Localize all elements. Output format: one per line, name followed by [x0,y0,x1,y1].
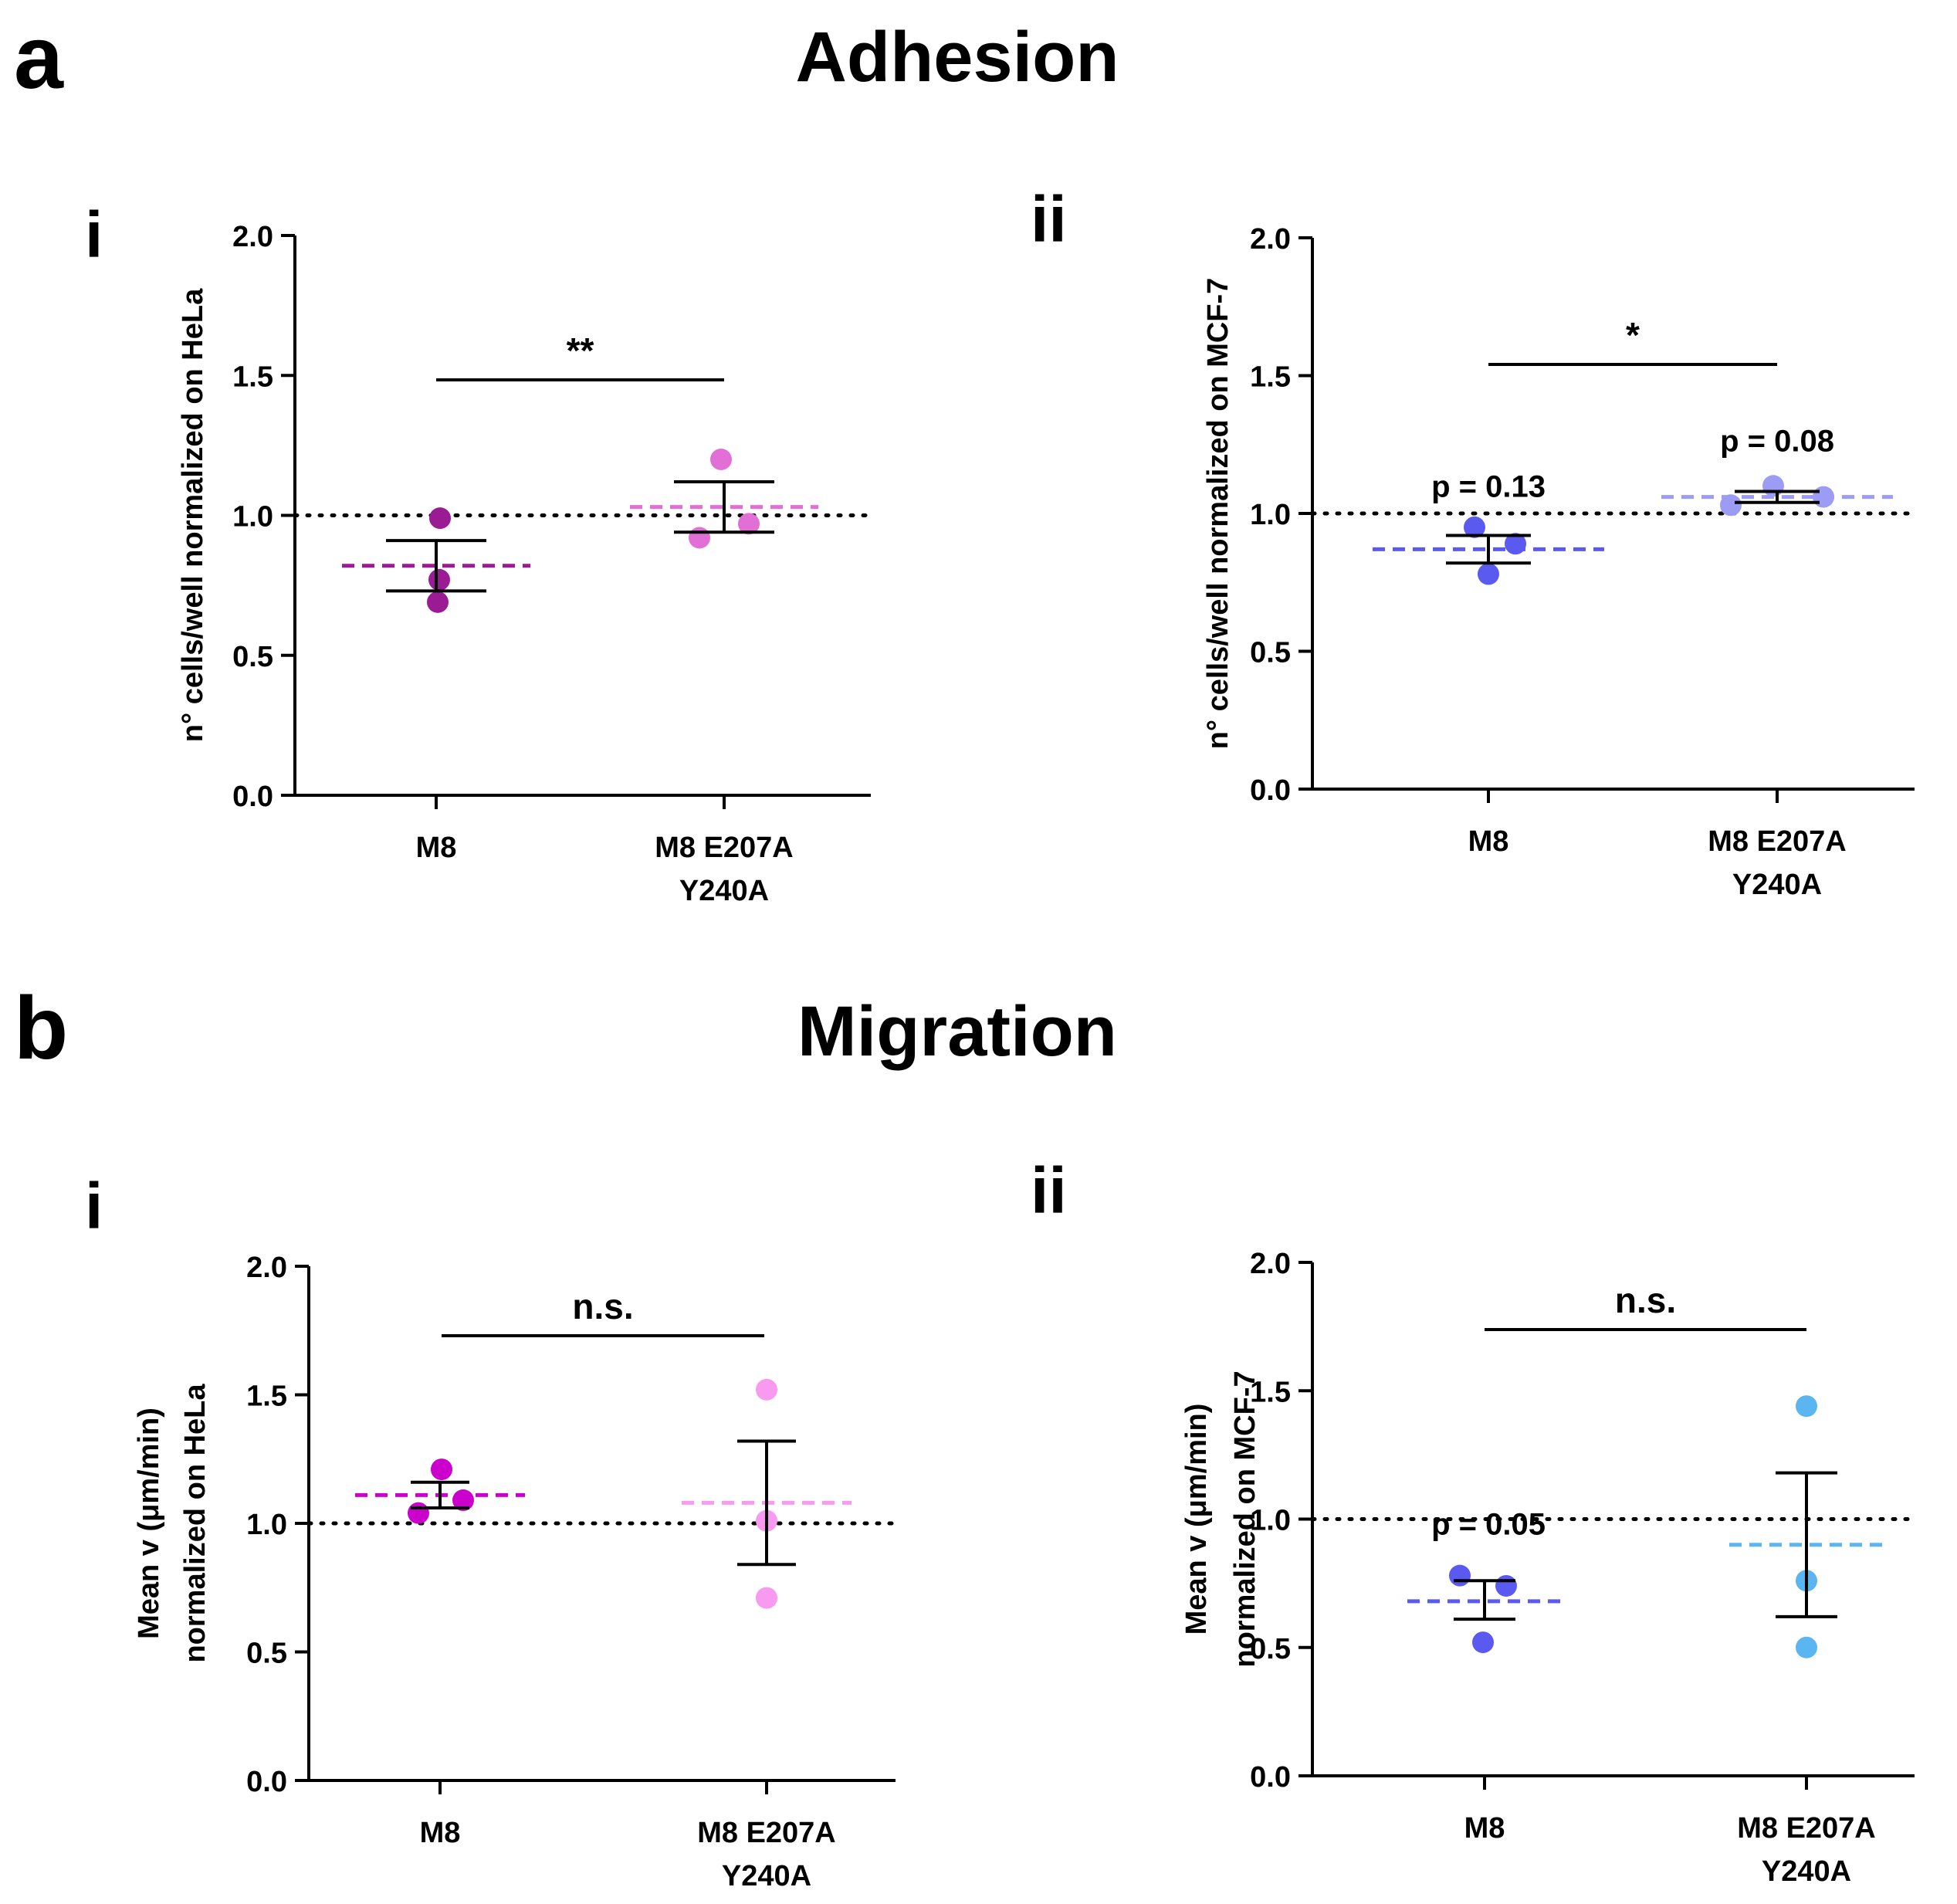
x-tick-label: Y240A [722,1860,811,1892]
y-tick-label: 2.0 [246,1252,287,1284]
y-tick-label: 0.0 [246,1766,287,1798]
y-tick-label: 0.5 [1250,637,1291,669]
data-point [1478,563,1499,585]
data-point [738,513,760,535]
x-tick-label: M8 [420,1817,461,1849]
y-tick-label: 2.0 [1250,223,1291,256]
migration-title: Migration [797,992,1117,1071]
y-axis-label: normalized on HeLa [179,1384,212,1663]
y-tick-label: 1.0 [232,501,273,534]
y-tick-label: 2.0 [232,221,273,253]
data-point [1472,1631,1494,1654]
data-point [1464,516,1485,538]
panel-a-letter: a [14,8,63,107]
significance-label: ** [567,330,594,371]
significance-label: * [1626,315,1640,355]
data-point [1796,1395,1817,1418]
data-point [428,568,450,591]
y-tick-label: 1.0 [1250,499,1291,531]
panel-b-letter: b [14,979,69,1078]
y-axis-label: Mean v (μm/min) [1180,1404,1213,1635]
y-axis-label: normalized on MCF-7 [1229,1370,1261,1667]
subpanel-a-i-letter: i [85,198,103,271]
adhesion-title: Adhesion [795,18,1119,97]
x-tick-label: M8 E207A [655,832,794,864]
subpanel-b-ii-letter: ii [1031,1154,1067,1227]
significance-label: n.s. [572,1286,633,1326]
y-axis-label: n° cells/well normalized on HeLa [177,288,209,742]
y-tick-label: 2.0 [1250,1248,1291,1280]
y-tick-label: 0.0 [232,781,273,813]
y-tick-label: 0.5 [232,641,273,673]
y-tick-label: 0.0 [1250,1761,1291,1794]
x-tick-label: M8 [1468,825,1509,858]
p-value-label: p = 0.08 [1720,424,1834,458]
y-tick-label: 0.5 [246,1638,287,1670]
data-point [756,1378,777,1401]
y-tick-label: 1.0 [246,1509,287,1541]
data-point [756,1587,777,1609]
subpanel-b-i-letter: i [85,1170,103,1242]
data-point [1495,1574,1517,1597]
p-value-label: p = 0.13 [1431,470,1546,504]
x-tick-label: M8 E207A [697,1817,836,1849]
data-point [710,449,732,470]
y-tick-label: 1.0 [1250,1505,1291,1537]
x-tick-label: Y240A [1732,869,1822,901]
y-axis-label: Mean v (μm/min) [133,1408,165,1639]
y-axis-label: n° cells/well normalized on MCF-7 [1202,278,1234,750]
x-tick-label: M8 E207A [1737,1812,1876,1845]
p-value-label: p = 0.05 [1431,1507,1546,1541]
y-tick-label: 0.0 [1250,774,1291,807]
data-point [431,1458,452,1481]
y-tick-label: 1.5 [232,361,273,393]
x-tick-label: Y240A [1762,1855,1851,1888]
data-point [1720,494,1742,517]
data-point [1796,1636,1817,1658]
y-tick-label: 0.5 [1250,1633,1291,1665]
significance-label: n.s. [1615,1280,1676,1320]
x-tick-label: M8 [1464,1812,1505,1845]
y-tick-label: 1.5 [246,1381,287,1413]
x-tick-label: Y240A [679,875,769,907]
data-point [429,507,451,530]
y-tick-label: 1.5 [1250,361,1291,394]
data-point [1449,1564,1471,1587]
data-point [427,591,449,613]
x-tick-label: M8 [416,832,457,864]
y-tick-label: 1.5 [1250,1376,1291,1408]
x-tick-label: M8 E207A [1708,825,1847,858]
subpanel-a-ii-letter: ii [1031,183,1067,256]
